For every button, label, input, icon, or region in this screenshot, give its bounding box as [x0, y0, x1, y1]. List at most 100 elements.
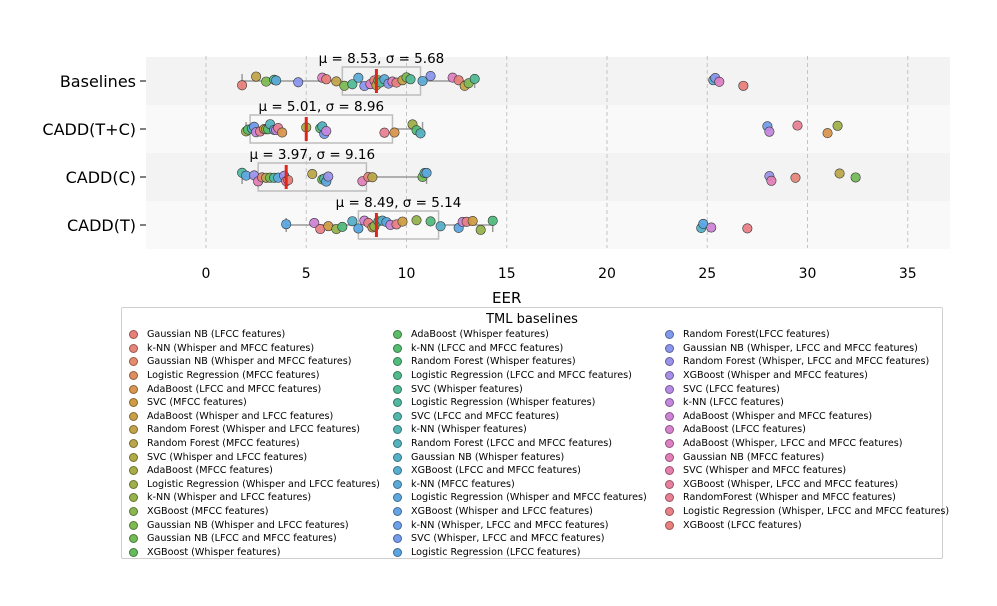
legend-marker: [129, 425, 138, 435]
legend-label: Logistic Regression (Whisper features): [411, 397, 596, 409]
x-tick-label: 0: [202, 266, 211, 282]
legend-entry: k-NN (MFCC features): [393, 478, 647, 492]
data-point: [417, 75, 428, 86]
data-point: [309, 217, 320, 228]
data-point: [469, 73, 480, 84]
legend-label: k-NN (Whisper features): [411, 424, 527, 436]
data-point: [379, 127, 390, 138]
data-point: [405, 74, 416, 85]
legend-entry: Gaussian NB (Whisper and LFCC features): [129, 518, 380, 532]
data-point: [792, 120, 803, 131]
legend-entry: Logistic Regression (LFCC and MFCC featu…: [393, 369, 647, 383]
legend-entry: Random Forest (MFCC features): [129, 437, 380, 451]
legend-marker: [665, 452, 674, 462]
data-point: [321, 126, 332, 137]
legend-label: Random Forest (Whisper, LFCC and MFCC fe…: [683, 356, 930, 368]
legend-label: SVC (LFCC features): [683, 383, 780, 395]
legend-entry: k-NN (Whisper features): [393, 423, 647, 437]
data-point: [323, 171, 334, 182]
legend-label: XGBoost (Whisper features): [147, 546, 281, 558]
x-tick-label: 25: [698, 266, 716, 282]
legend-label: SVC (Whisper and LFCC features): [147, 451, 308, 463]
legend-entry: Logistic Regression (Whisper and MFCC fe…: [393, 491, 647, 505]
legend-entry: SVC (LFCC features): [665, 382, 949, 396]
legend-marker: [393, 479, 402, 489]
data-point: [475, 224, 486, 235]
stat-label: μ = 3.97, σ = 9.16: [249, 147, 375, 163]
data-point: [467, 215, 478, 226]
legend-marker: [665, 439, 674, 449]
legend-marker: [393, 398, 402, 408]
legend-marker: [393, 425, 402, 435]
legend-label: k-NN (Whisper, LFCC and MFCC features): [411, 519, 609, 531]
data-point: [742, 223, 753, 234]
legend-entry: Random Forest (Whisper, LFCC and MFCC fe…: [665, 355, 949, 369]
legend-marker: [393, 330, 402, 340]
legend-entry: Logistic Regression (Whisper and LFCC fe…: [129, 478, 380, 492]
data-point: [822, 128, 833, 139]
x-tick-label: 10: [398, 266, 416, 282]
legend-label: Logistic Regression (Whisper and LFCC fe…: [147, 478, 380, 490]
legend-marker: [665, 520, 674, 530]
legend-entry: Random Forest (Whisper features): [393, 355, 647, 369]
legend-marker: [393, 411, 402, 421]
legend-marker: [393, 384, 402, 394]
legend-entry: AdaBoost (LFCC and MFCC features): [129, 382, 380, 396]
legend-entry: SVC (Whisper and LFCC features): [129, 450, 380, 464]
legend-label: AdaBoost (Whisper and LFCC features): [147, 410, 334, 422]
legend-entry: Gaussian NB (Whisper and MFCC features): [129, 355, 380, 369]
legend-label: Logistic Regression (Whisper, LFCC and M…: [683, 506, 950, 518]
data-point: [714, 76, 725, 87]
y-tick-label: CADD(C): [66, 168, 136, 187]
legend-entry: XGBoost (LFCC and MFCC features): [393, 464, 647, 478]
legend-label: AdaBoost (Whisper features): [411, 329, 549, 341]
legend-marker: [393, 547, 402, 557]
legend-marker: [393, 343, 402, 353]
x-tick-label: 30: [799, 266, 817, 282]
legend-entry: Gaussian NB (LFCC features): [129, 328, 380, 342]
legend-label: RandomForest (Whisper and MFCC features): [683, 492, 896, 504]
data-point: [321, 74, 332, 85]
legend-label: k-NN (LFCC features): [683, 397, 784, 409]
legend-entry: k-NN (Whisper and LFCC features): [129, 491, 380, 505]
legend-marker: [129, 452, 138, 462]
data-point: [832, 120, 843, 131]
legend-entry: XGBoost (Whisper features): [129, 546, 380, 560]
legend-marker: [129, 547, 138, 557]
data-point: [251, 71, 262, 82]
legend-label: k-NN (Whisper and MFCC features): [147, 342, 315, 354]
legend-entry: AdaBoost (Whisper and MFCC features): [665, 410, 949, 424]
legend-entry: Gaussian NB (Whisper, LFCC and MFCC feat…: [665, 342, 949, 356]
legend-label: XGBoost (LFCC features): [683, 519, 802, 531]
legend-marker: [129, 411, 138, 421]
legend-entry: k-NN (Whisper, LFCC and MFCC features): [393, 518, 647, 532]
legend-label: SVC (Whisper features): [411, 383, 523, 395]
data-point: [421, 167, 432, 178]
legend-entry: Random Forest (Whisper and LFCC features…: [129, 423, 380, 437]
data-point: [347, 216, 358, 227]
legend-entry: SVC (Whisper features): [393, 382, 647, 396]
legend-marker: [129, 384, 138, 394]
legend-marker: [665, 398, 674, 408]
legend-marker: [129, 343, 138, 353]
legend-label: SVC (Whisper and MFCC features): [683, 465, 847, 477]
legend-label: Logistic Regression (LFCC features): [411, 546, 581, 558]
y-tick-label: CADD(T): [67, 216, 136, 235]
legend-entry: AdaBoost (MFCC features): [129, 464, 380, 478]
data-point: [764, 126, 775, 137]
legend-entry: AdaBoost (Whisper, LFCC and MFCC feature…: [665, 437, 949, 451]
legend-entry: XGBoost (Whisper, LFCC and MFCC features…: [665, 478, 949, 492]
legend-label: AdaBoost (Whisper and MFCC features): [683, 410, 873, 422]
legend-label: XGBoost (Whisper and MFCC features): [683, 370, 868, 382]
legend-marker: [665, 343, 674, 353]
legend-label: Gaussian NB (Whisper, LFCC and MFCC feat…: [683, 342, 918, 354]
data-point: [353, 223, 364, 234]
legend-column-3: Random Forest(LFCC features) Gaussian NB …: [665, 328, 949, 532]
legend-marker: [665, 330, 674, 340]
data-point: [277, 127, 288, 138]
data-point: [706, 222, 717, 233]
legend-label: Random Forest (Whisper and LFCC features…: [147, 424, 361, 436]
y-tick-label: CADD(T+C): [42, 120, 136, 139]
legend-marker: [665, 411, 674, 421]
